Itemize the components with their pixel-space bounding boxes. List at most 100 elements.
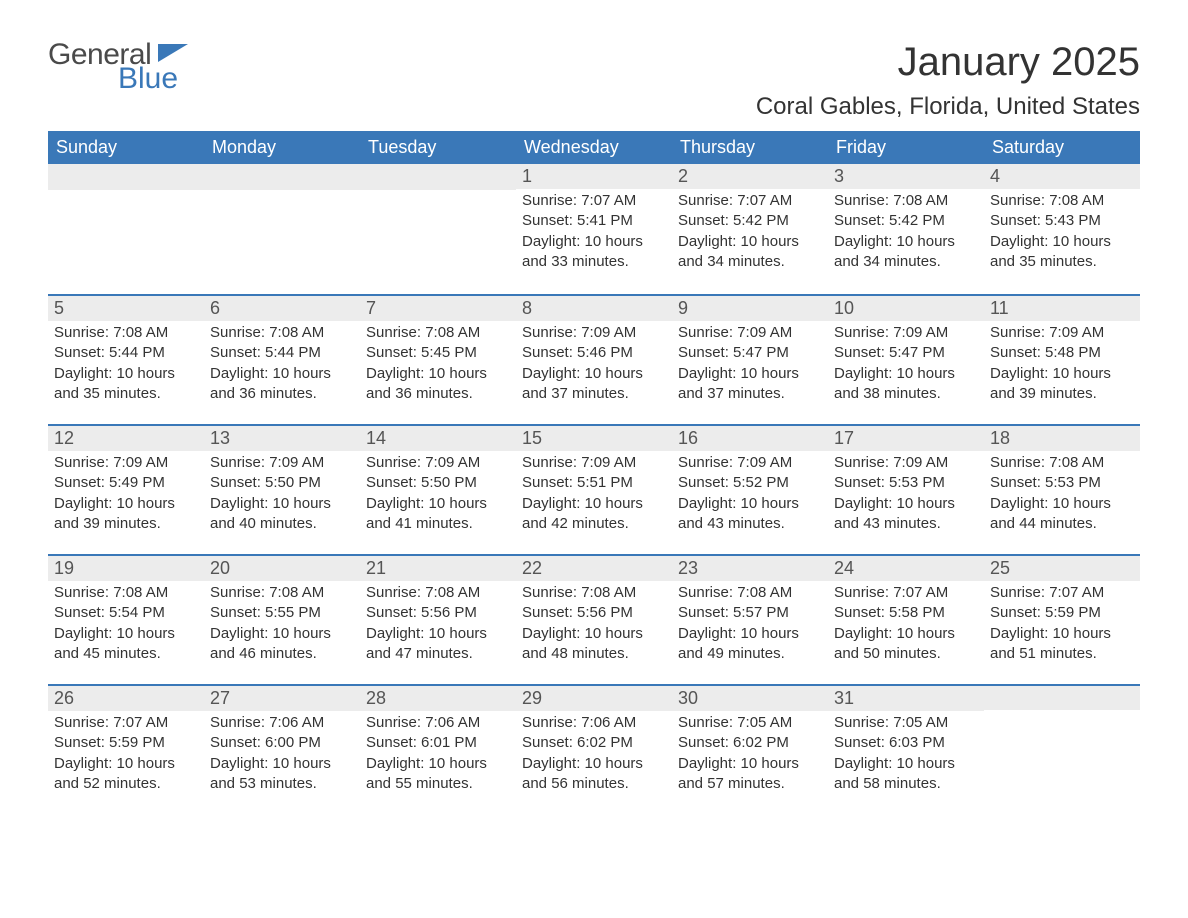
day-number: 19 [48, 554, 204, 581]
day-details: Sunrise: 7:08 AMSunset: 5:56 PMDaylight:… [516, 581, 672, 672]
sunrise-line: Sunrise: 7:08 AM [54, 583, 198, 603]
day-number: 4 [984, 164, 1140, 189]
daylight-line-2: and 46 minutes. [210, 644, 354, 664]
day-details: Sunrise: 7:09 AMSunset: 5:50 PMDaylight:… [204, 451, 360, 542]
daylight-line-1: Daylight: 10 hours [522, 624, 666, 644]
day-number: 20 [204, 554, 360, 581]
calendar-cell: 11Sunrise: 7:09 AMSunset: 5:48 PMDayligh… [984, 294, 1140, 424]
calendar-cell: 23Sunrise: 7:08 AMSunset: 5:57 PMDayligh… [672, 554, 828, 684]
daylight-line-1: Daylight: 10 hours [678, 494, 822, 514]
day-details: Sunrise: 7:07 AMSunset: 5:58 PMDaylight:… [828, 581, 984, 672]
sunset-line: Sunset: 6:02 PM [522, 733, 666, 753]
sunset-line: Sunset: 5:54 PM [54, 603, 198, 623]
day-number: 8 [516, 294, 672, 321]
daylight-line-1: Daylight: 10 hours [834, 624, 978, 644]
sunrise-line: Sunrise: 7:09 AM [210, 453, 354, 473]
daylight-line-1: Daylight: 10 hours [990, 494, 1134, 514]
daylight-line-1: Daylight: 10 hours [834, 754, 978, 774]
calendar-cell: 27Sunrise: 7:06 AMSunset: 6:00 PMDayligh… [204, 684, 360, 814]
day-details: Sunrise: 7:08 AMSunset: 5:42 PMDaylight:… [828, 189, 984, 280]
daylight-line-1: Daylight: 10 hours [54, 624, 198, 644]
daylight-line-2: and 49 minutes. [678, 644, 822, 664]
daylight-line-1: Daylight: 10 hours [366, 364, 510, 384]
sunset-line: Sunset: 5:56 PM [366, 603, 510, 623]
sunset-line: Sunset: 5:48 PM [990, 343, 1134, 363]
day-number: 17 [828, 424, 984, 451]
weekday-header: Wednesday [516, 131, 672, 164]
sunrise-line: Sunrise: 7:08 AM [990, 453, 1134, 473]
day-details: Sunrise: 7:09 AMSunset: 5:53 PMDaylight:… [828, 451, 984, 542]
sunset-line: Sunset: 5:52 PM [678, 473, 822, 493]
sunset-line: Sunset: 6:00 PM [210, 733, 354, 753]
day-number: 6 [204, 294, 360, 321]
calendar-cell: 19Sunrise: 7:08 AMSunset: 5:54 PMDayligh… [48, 554, 204, 684]
weekday-header: Tuesday [360, 131, 516, 164]
brand-word-2: Blue [118, 62, 178, 95]
sunset-line: Sunset: 5:50 PM [210, 473, 354, 493]
day-details: Sunrise: 7:08 AMSunset: 5:43 PMDaylight:… [984, 189, 1140, 280]
daylight-line-2: and 35 minutes. [54, 384, 198, 404]
daylight-line-2: and 34 minutes. [678, 252, 822, 272]
sunrise-line: Sunrise: 7:05 AM [678, 713, 822, 733]
sunrise-line: Sunrise: 7:08 AM [366, 323, 510, 343]
sunset-line: Sunset: 5:45 PM [366, 343, 510, 363]
calendar-cell: 13Sunrise: 7:09 AMSunset: 5:50 PMDayligh… [204, 424, 360, 554]
day-details: Sunrise: 7:08 AMSunset: 5:53 PMDaylight:… [984, 451, 1140, 542]
day-details: Sunrise: 7:08 AMSunset: 5:44 PMDaylight:… [48, 321, 204, 412]
calendar-cell: 3Sunrise: 7:08 AMSunset: 5:42 PMDaylight… [828, 164, 984, 294]
daylight-line-1: Daylight: 10 hours [678, 232, 822, 252]
daylight-line-2: and 57 minutes. [678, 774, 822, 794]
day-details: Sunrise: 7:09 AMSunset: 5:51 PMDaylight:… [516, 451, 672, 542]
daylight-line-1: Daylight: 10 hours [522, 494, 666, 514]
daylight-line-2: and 43 minutes. [678, 514, 822, 534]
sunset-line: Sunset: 5:41 PM [522, 211, 666, 231]
daylight-line-1: Daylight: 10 hours [678, 364, 822, 384]
calendar-cell: 26Sunrise: 7:07 AMSunset: 5:59 PMDayligh… [48, 684, 204, 814]
daylight-line-2: and 58 minutes. [834, 774, 978, 794]
sunrise-line: Sunrise: 7:08 AM [834, 191, 978, 211]
sunrise-line: Sunrise: 7:08 AM [54, 323, 198, 343]
daylight-line-1: Daylight: 10 hours [366, 624, 510, 644]
calendar-cell: 22Sunrise: 7:08 AMSunset: 5:56 PMDayligh… [516, 554, 672, 684]
day-number: 24 [828, 554, 984, 581]
day-number: 1 [516, 164, 672, 189]
sunrise-line: Sunrise: 7:06 AM [522, 713, 666, 733]
sunset-line: Sunset: 5:46 PM [522, 343, 666, 363]
daylight-line-1: Daylight: 10 hours [54, 364, 198, 384]
daylight-line-1: Daylight: 10 hours [678, 754, 822, 774]
day-number: 22 [516, 554, 672, 581]
day-number: 5 [48, 294, 204, 321]
daylight-line-2: and 41 minutes. [366, 514, 510, 534]
day-number-bar-empty [204, 164, 360, 190]
sunset-line: Sunset: 5:57 PM [678, 603, 822, 623]
daylight-line-1: Daylight: 10 hours [990, 364, 1134, 384]
daylight-line-1: Daylight: 10 hours [366, 754, 510, 774]
day-number: 25 [984, 554, 1140, 581]
daylight-line-1: Daylight: 10 hours [522, 754, 666, 774]
calendar-cell: 29Sunrise: 7:06 AMSunset: 6:02 PMDayligh… [516, 684, 672, 814]
calendar-week-row: 19Sunrise: 7:08 AMSunset: 5:54 PMDayligh… [48, 554, 1140, 684]
day-number: 18 [984, 424, 1140, 451]
sunset-line: Sunset: 5:53 PM [990, 473, 1134, 493]
sunset-line: Sunset: 6:01 PM [366, 733, 510, 753]
calendar-week-row: 1Sunrise: 7:07 AMSunset: 5:41 PMDaylight… [48, 164, 1140, 294]
sunrise-line: Sunrise: 7:09 AM [678, 453, 822, 473]
calendar-cell: 31Sunrise: 7:05 AMSunset: 6:03 PMDayligh… [828, 684, 984, 814]
weekday-header: Monday [204, 131, 360, 164]
calendar-cell: 5Sunrise: 7:08 AMSunset: 5:44 PMDaylight… [48, 294, 204, 424]
day-number: 15 [516, 424, 672, 451]
day-number: 21 [360, 554, 516, 581]
calendar-cell: 15Sunrise: 7:09 AMSunset: 5:51 PMDayligh… [516, 424, 672, 554]
calendar-cell: 6Sunrise: 7:08 AMSunset: 5:44 PMDaylight… [204, 294, 360, 424]
daylight-line-2: and 37 minutes. [522, 384, 666, 404]
day-details: Sunrise: 7:08 AMSunset: 5:54 PMDaylight:… [48, 581, 204, 672]
sunset-line: Sunset: 5:50 PM [366, 473, 510, 493]
sunrise-line: Sunrise: 7:09 AM [54, 453, 198, 473]
daylight-line-2: and 39 minutes. [54, 514, 198, 534]
day-details: Sunrise: 7:06 AMSunset: 6:00 PMDaylight:… [204, 711, 360, 802]
weekday-header: Thursday [672, 131, 828, 164]
sunrise-line: Sunrise: 7:09 AM [678, 323, 822, 343]
daylight-line-2: and 33 minutes. [522, 252, 666, 272]
day-number: 2 [672, 164, 828, 189]
day-details: Sunrise: 7:05 AMSunset: 6:03 PMDaylight:… [828, 711, 984, 802]
